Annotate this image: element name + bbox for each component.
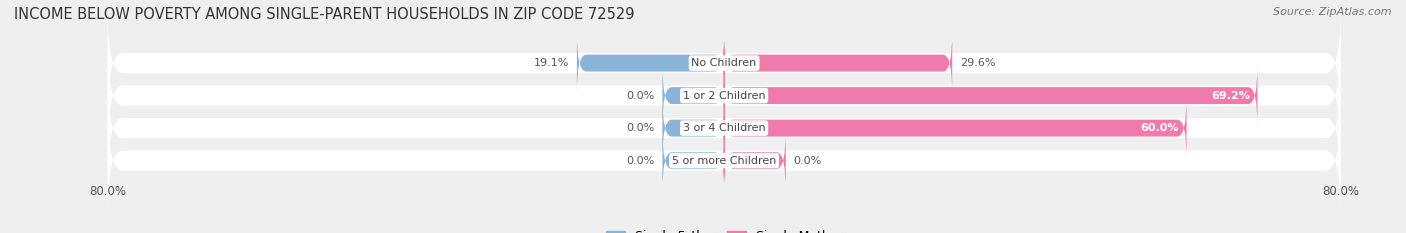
FancyBboxPatch shape [662, 98, 724, 159]
Text: INCOME BELOW POVERTY AMONG SINGLE-PARENT HOUSEHOLDS IN ZIP CODE 72529: INCOME BELOW POVERTY AMONG SINGLE-PARENT… [14, 7, 634, 22]
Text: 3 or 4 Children: 3 or 4 Children [683, 123, 765, 133]
FancyBboxPatch shape [107, 106, 1341, 216]
Text: 5 or more Children: 5 or more Children [672, 156, 776, 166]
Text: 19.1%: 19.1% [534, 58, 569, 68]
FancyBboxPatch shape [662, 65, 724, 126]
FancyBboxPatch shape [724, 33, 952, 94]
Text: 60.0%: 60.0% [1140, 123, 1178, 133]
FancyBboxPatch shape [107, 73, 1341, 183]
FancyBboxPatch shape [107, 8, 1341, 118]
FancyBboxPatch shape [662, 130, 724, 191]
Text: No Children: No Children [692, 58, 756, 68]
Text: 69.2%: 69.2% [1211, 91, 1250, 101]
FancyBboxPatch shape [724, 130, 786, 191]
FancyBboxPatch shape [724, 98, 1187, 159]
Text: 0.0%: 0.0% [627, 123, 655, 133]
Text: Source: ZipAtlas.com: Source: ZipAtlas.com [1274, 7, 1392, 17]
FancyBboxPatch shape [724, 65, 1257, 126]
Text: 1 or 2 Children: 1 or 2 Children [683, 91, 765, 101]
FancyBboxPatch shape [576, 33, 724, 94]
Text: 0.0%: 0.0% [793, 156, 821, 166]
FancyBboxPatch shape [107, 41, 1341, 151]
Text: 0.0%: 0.0% [627, 156, 655, 166]
Text: 29.6%: 29.6% [960, 58, 995, 68]
Legend: Single Father, Single Mother: Single Father, Single Mother [600, 225, 848, 233]
Text: 0.0%: 0.0% [627, 91, 655, 101]
